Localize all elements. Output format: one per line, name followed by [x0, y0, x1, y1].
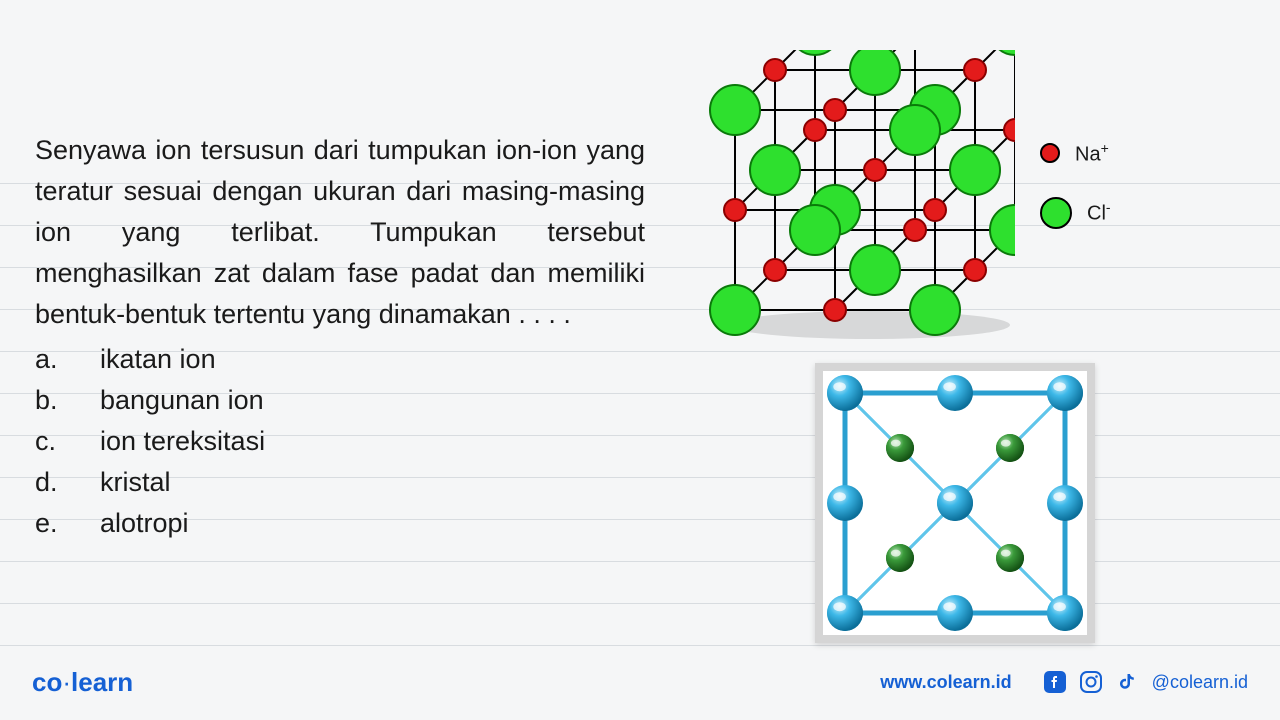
option-letter: c.: [35, 421, 100, 462]
na-legend-icon: [1040, 143, 1060, 163]
option-text: kristal: [100, 462, 171, 503]
option-e: e. alotropi: [35, 503, 645, 544]
option-c: c. ion tereksitasi: [35, 421, 645, 462]
cl-legend-label: Cl-: [1087, 199, 1111, 226]
question-text: Senyawa ion tersusun dari tumpukan ion-i…: [35, 130, 645, 335]
na-legend-label: Na+: [1075, 140, 1109, 167]
option-letter: b.: [35, 380, 100, 421]
lattice-legend: Na+ Cl-: [1040, 140, 1111, 259]
facebook-icon: [1044, 671, 1066, 693]
footer: co·learn www.colearn.id @colearn.id: [0, 662, 1280, 702]
instagram-icon: [1080, 671, 1102, 693]
crystal-3d-diagram: [815, 363, 1095, 643]
option-a: a. ikatan ion: [35, 339, 645, 380]
footer-handle: @colearn.id: [1152, 672, 1248, 693]
options-list: a. ikatan ion b. bangunan ion c. ion ter…: [35, 339, 645, 544]
option-text: bangunan ion: [100, 380, 264, 421]
option-letter: e.: [35, 503, 100, 544]
option-d: d. kristal: [35, 462, 645, 503]
cl-legend-icon: [1040, 197, 1072, 229]
option-text: ikatan ion: [100, 339, 216, 380]
question-block: Senyawa ion tersusun dari tumpukan ion-i…: [35, 130, 645, 544]
option-letter: a.: [35, 339, 100, 380]
option-text: ion tereksitasi: [100, 421, 265, 462]
option-b: b. bangunan ion: [35, 380, 645, 421]
legend-na: Na+: [1040, 140, 1111, 167]
option-letter: d.: [35, 462, 100, 503]
nacl-lattice-diagram: [695, 50, 1015, 340]
colearn-logo: co·learn: [32, 667, 133, 698]
option-text: alotropi: [100, 503, 189, 544]
tiktok-icon: [1116, 671, 1138, 693]
legend-cl: Cl-: [1040, 197, 1111, 229]
footer-url: www.colearn.id: [880, 672, 1011, 693]
